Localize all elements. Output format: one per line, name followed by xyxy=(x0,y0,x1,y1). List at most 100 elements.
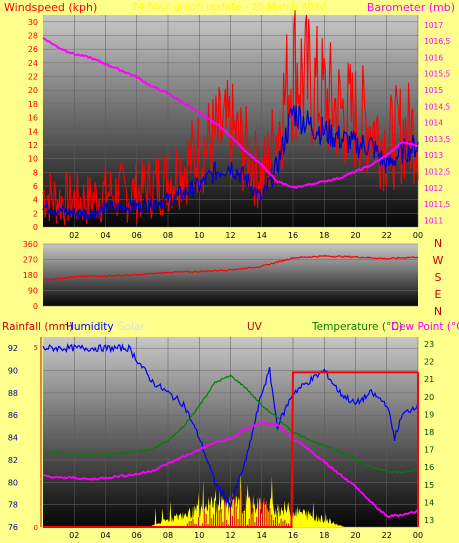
direction-letter: N xyxy=(434,305,442,318)
temperature-tick-label: 14 xyxy=(424,498,434,507)
barometer-tick-label: 1017 xyxy=(424,21,443,30)
humidity-tick-label: 82 xyxy=(8,456,18,465)
rain-tick-label: 5 xyxy=(34,344,38,352)
barometer-tick-label: 1015,5 xyxy=(424,70,450,79)
barometer-tick-label: 1016 xyxy=(424,53,443,62)
solar-area xyxy=(147,471,345,527)
windspeed-tick-label: 14 xyxy=(28,127,38,136)
temperature-tick-label: 19 xyxy=(424,410,434,419)
humidity-tick-label: 88 xyxy=(8,389,18,398)
temperature-tick-label: 23 xyxy=(424,340,434,349)
barometer-tick-label: 1015 xyxy=(424,86,443,95)
direction-tick-label: 270 xyxy=(23,256,38,265)
direction-letter: S xyxy=(435,271,442,284)
hour-tick-label: 16 xyxy=(288,531,298,540)
temperature-tick-label: 15 xyxy=(424,481,434,490)
hour-tick-label: 08 xyxy=(163,531,173,540)
hour-tick-label: 22 xyxy=(382,531,392,540)
direction-tick-label: 0 xyxy=(33,302,38,311)
wind-series xyxy=(42,10,419,226)
hour-tick-label: 02 xyxy=(69,231,79,240)
windspeed-tick-label: 28 xyxy=(28,32,38,41)
hour-tick-label: 14 xyxy=(257,531,267,540)
temperature-tick-label: 16 xyxy=(424,463,434,472)
hour-tick-label: 00 xyxy=(413,231,423,240)
hour-tick-label: 04 xyxy=(100,531,110,540)
direction-letter: W xyxy=(433,254,444,267)
humidity-axis-title: Humidity xyxy=(66,321,114,333)
windspeed-tick-label: 30 xyxy=(28,18,38,27)
rainfall-line xyxy=(43,371,418,528)
humidity-tick-label: 86 xyxy=(8,411,18,420)
hour-tick-label: 22 xyxy=(382,231,392,240)
humidity-tick-label: 84 xyxy=(8,434,18,443)
windspeed-axis-title: Windspeed (kph) xyxy=(4,1,97,14)
barometer-ticks: 1011 1011,5 1012 1012,5 1013 1013,5 1014 1014,5… xyxy=(424,21,450,226)
barometer-tick-label: 1011,5 xyxy=(424,200,450,209)
direction-tick-label: 360 xyxy=(23,240,38,249)
hour-tick-label: 10 xyxy=(194,531,204,540)
windspeed-tick-label: 10 xyxy=(28,155,38,164)
direction-tick-label: 180 xyxy=(23,271,38,280)
temperature-tick-label: 21 xyxy=(424,375,434,384)
hour-tick-label: 20 xyxy=(350,231,360,240)
temp-series xyxy=(42,342,419,528)
direction-series xyxy=(42,254,419,281)
barometer-tick-label: 1014,5 xyxy=(424,102,450,111)
barometer-tick-label: 1013 xyxy=(424,151,443,160)
direction-grid xyxy=(43,243,418,307)
barometer-tick-label: 1011 xyxy=(424,216,443,225)
hour-tick-label: 18 xyxy=(319,531,329,540)
temperature-ticks: 13 14 15 16 17 18 19 20 21 22 23 xyxy=(424,340,434,525)
direction-letter: N xyxy=(434,237,442,250)
humidity-line xyxy=(42,342,419,508)
hour-tick-label: 18 xyxy=(319,231,329,240)
dewpoint-line xyxy=(42,421,419,519)
humidity-ticks: 76 78 80 82 84 86 88 90 92 xyxy=(8,344,18,532)
humidity-tick-label: 78 xyxy=(8,501,18,510)
humidity-tick-label: 76 xyxy=(8,523,18,532)
temperature-line xyxy=(43,374,419,474)
hour-tick-label: 16 xyxy=(288,231,298,240)
solar-axis-title: Solar xyxy=(118,321,145,333)
direction-line xyxy=(42,254,419,281)
rain-tick-label: 0 xyxy=(34,524,38,532)
hour-tick-label: 12 xyxy=(225,531,235,540)
temperature-tick-label: 22 xyxy=(424,358,434,367)
hour-tick-label: 08 xyxy=(163,231,173,240)
humidity-tick-label: 90 xyxy=(8,367,18,376)
windspeed-tick-label: 12 xyxy=(28,141,38,150)
barometer-tick-label: 1012 xyxy=(424,184,443,193)
rainfall-axis-title: Rainfall (mm) xyxy=(2,321,73,333)
barometer-axis-title: Barometer (mb) xyxy=(367,1,455,14)
windspeed-line xyxy=(42,10,419,226)
hour-tick-label: 12 xyxy=(225,231,235,240)
hour-tick-label: 06 xyxy=(132,531,142,540)
rain-ticks: 05 xyxy=(34,337,42,532)
wind-hour-ticks: 02 04 06 08 10 12 14 16 18 20 22 00 xyxy=(69,231,423,240)
hour-tick-label: 04 xyxy=(100,231,110,240)
hour-tick-label: 06 xyxy=(132,231,142,240)
hour-tick-label: 10 xyxy=(194,231,204,240)
humidity-tick-label: 80 xyxy=(8,478,18,487)
average-wind-line xyxy=(42,105,419,221)
direction-ticks: 0 90 180 270 360 xyxy=(23,240,38,311)
chart-title: 24 hour graph update - 25 March 2020 xyxy=(132,2,327,13)
windspeed-tick-label: 4 xyxy=(33,196,38,205)
windspeed-tick-label: 16 xyxy=(28,114,38,123)
barometer-tick-label: 1016,5 xyxy=(424,37,450,46)
temperature-tick-label: 18 xyxy=(424,428,434,437)
windspeed-tick-label: 22 xyxy=(28,73,38,82)
windspeed-tick-label: 8 xyxy=(33,168,38,177)
windspeed-tick-label: 6 xyxy=(33,182,38,191)
hour-tick-label: 02 xyxy=(69,531,79,540)
temperature-tick-label: 17 xyxy=(424,446,434,455)
humidity-tick-label: 92 xyxy=(8,344,18,353)
hour-tick-label: 20 xyxy=(350,531,360,540)
windspeed-tick-label: 0 xyxy=(33,223,38,232)
barometer-tick-label: 1014 xyxy=(424,119,443,128)
hour-tick-label: 14 xyxy=(257,231,267,240)
